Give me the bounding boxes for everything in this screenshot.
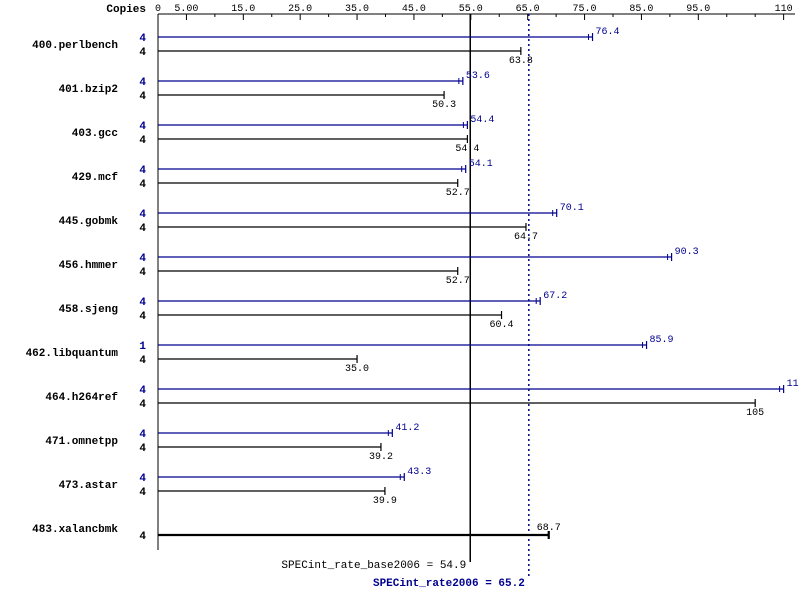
benchmark-name: 458.sjeng [59,304,118,316]
axis-tick-label: 5.00 [174,4,198,15]
copies-base: 4 [139,355,146,367]
value-base: 52.7 [446,188,470,199]
value-base: 105 [746,408,764,419]
axis-tick-label: 85.0 [629,4,653,15]
benchmark-name: 445.gobmk [59,216,119,228]
axis-tick-label: 65.0 [516,4,540,15]
axis-tick-label: 95.0 [686,4,710,15]
copies-peak: 4 [139,473,146,485]
copies-base: 4 [139,487,146,499]
value-peak: 54.1 [469,159,493,170]
value-peak: 90.3 [675,247,699,258]
axis-tick-label: 45.0 [402,4,426,15]
summary-peak: SPECint_rate2006 = 65.2 [373,578,525,590]
axis-tick-label: 25.0 [288,4,312,15]
copies-base: 4 [139,135,146,147]
copies-peak: 4 [139,385,146,397]
copies-peak: 4 [139,165,146,177]
copies-peak: 4 [139,429,146,441]
copies-peak: 4 [139,121,146,133]
value-base: 68.7 [537,523,561,534]
axis-tick-label: 35.0 [345,4,369,15]
value-peak: 54.4 [470,115,494,126]
summary-base: SPECint_rate_base2006 = 54.9 [281,560,466,572]
value-base: 50.3 [432,100,456,111]
copies-peak: 4 [139,297,146,309]
copies-peak: 4 [139,77,146,89]
benchmark-name: 464.h264ref [45,392,118,404]
copies-peak: 1 [139,341,146,353]
copies-base: 4 [139,47,146,59]
axis-tick-label: 110 [775,4,793,15]
benchmark-name: 403.gcc [72,128,118,140]
benchmark-name: 483.xalancbmk [32,524,118,536]
benchmark-name: 401.bzip2 [59,84,118,96]
spec-rate-chart: Copies 0 5.00 15.0 25.0 35.0 45.0 55.0 65.0 75.0 8… [0,0,799,606]
value-peak: 41.2 [395,423,419,434]
copies-peak: 4 [139,209,146,221]
copies-base: 4 [139,399,146,411]
copies-base: 4 [139,311,146,323]
value-base: 39.9 [373,496,397,507]
axis-tick-label: 15.0 [231,4,255,15]
value-peak: 76.4 [596,27,620,38]
value-peak: 70.1 [560,203,584,214]
copies-header: Copies [106,4,146,16]
value-base: 35.0 [345,364,369,375]
value-base: 54.4 [455,144,479,155]
value-peak: 67.2 [543,291,567,302]
value-base: 39.2 [369,452,393,463]
value-peak: 43.3 [407,467,431,478]
benchmark-name: 429.mcf [72,172,119,184]
value-peak: 85.9 [650,335,674,346]
value-base: 60.4 [490,320,514,331]
value-peak: 110 [787,379,799,390]
benchmark-name: 456.hmmer [59,260,118,272]
axis-tick-label: 0 [155,4,161,15]
copies-base: 4 [139,179,146,191]
axis-tick-label: 55.0 [459,4,483,15]
value-base: 64.7 [514,232,538,243]
benchmark-name: 462.libquantum [26,348,119,360]
copies-peak: 4 [139,33,146,45]
copies-base: 4 [139,531,146,543]
value-base: 52.7 [446,276,470,287]
copies-base: 4 [139,443,146,455]
value-base: 63.8 [509,56,533,67]
copies-peak: 4 [139,253,146,265]
benchmark-name: 471.omnetpp [45,436,118,448]
axis-tick-label: 75.0 [573,4,597,15]
value-peak: 53.6 [466,71,490,82]
benchmark-name: 473.astar [59,480,118,492]
copies-base: 4 [139,223,146,235]
benchmark-name: 400.perlbench [32,40,118,52]
copies-base: 4 [139,91,146,103]
copies-base: 4 [139,267,146,279]
